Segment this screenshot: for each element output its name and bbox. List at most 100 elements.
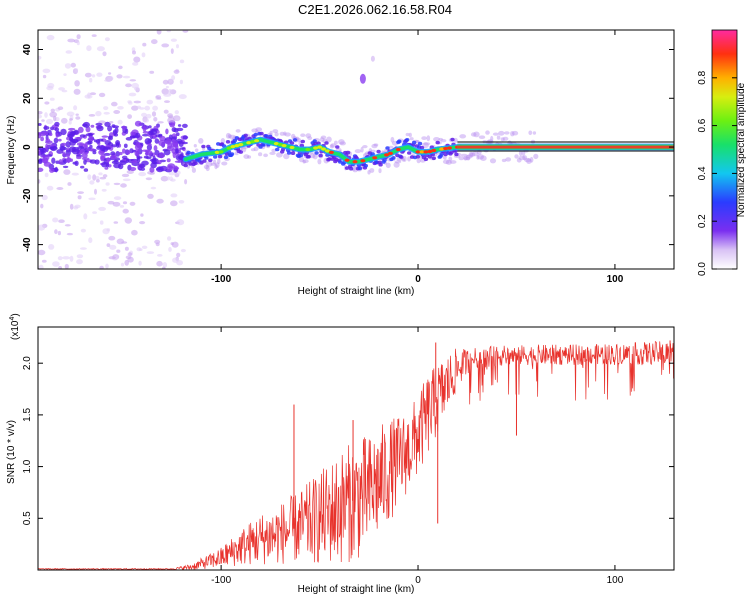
track-peak — [328, 150, 334, 154]
noise-speckle — [122, 201, 128, 205]
noise-speckle — [151, 159, 157, 164]
noise-speckle — [113, 110, 121, 114]
noise-speckle — [100, 154, 106, 161]
track-halo — [339, 141, 346, 146]
track-body — [204, 156, 209, 160]
noise-speckle — [155, 95, 162, 99]
colorbar-tick-label: 0.6 — [697, 118, 708, 132]
noise-speckle — [54, 166, 58, 173]
track-peak — [273, 142, 279, 146]
track-body — [376, 149, 381, 154]
noise-speckle — [94, 188, 97, 195]
track-halo — [440, 139, 447, 143]
noise-speckle — [153, 117, 158, 122]
track-peak — [324, 149, 330, 153]
track-body — [348, 166, 354, 171]
noise-speckle — [74, 160, 79, 166]
snr-y-tick-label: 1.0 — [22, 459, 33, 473]
noise-speckle — [54, 121, 60, 127]
snr-scale-label: (x104) — [9, 313, 21, 340]
noise-speckle — [74, 80, 80, 87]
noise-speckle — [116, 249, 121, 253]
noise-speckle — [167, 236, 172, 241]
noise-speckle — [169, 122, 176, 128]
noise-speckle — [47, 82, 55, 89]
colorbar-gradient — [711, 29, 738, 270]
noise-speckle — [147, 193, 154, 199]
noise-speckle — [71, 172, 79, 176]
track-halo — [518, 155, 526, 161]
track-halo — [253, 146, 259, 152]
noise-speckle — [64, 224, 71, 227]
spectrogram-frame — [37, 29, 675, 270]
track-peak — [344, 158, 350, 162]
track-halo — [433, 137, 440, 142]
track-body — [217, 154, 223, 159]
track-body — [202, 159, 207, 163]
noise-speckle — [146, 251, 155, 255]
noise-speckle — [156, 166, 164, 173]
spectrogram-x-label: Height of straight line (km) — [298, 286, 415, 297]
noise-speckle — [150, 129, 158, 135]
noise-speckle — [134, 120, 142, 127]
noise-speckle — [38, 158, 43, 163]
track-halo — [524, 157, 531, 163]
track-halo — [477, 154, 484, 160]
track-halo — [205, 165, 210, 172]
noise-speckle — [41, 194, 48, 201]
noise-speckle — [38, 167, 44, 172]
noise-speckle — [103, 152, 111, 156]
noise-speckle — [75, 113, 79, 116]
noise-speckle — [89, 92, 97, 96]
noise-speckle — [45, 154, 50, 160]
track-halo — [317, 158, 322, 165]
colorbar-tick-label: 0.8 — [697, 70, 708, 84]
snr-y-tick-label: 1.5 — [22, 408, 33, 422]
noise-speckle — [121, 173, 130, 178]
noise-speckle — [163, 109, 169, 114]
noise-speckle — [135, 132, 141, 139]
noise-speckle — [131, 229, 138, 236]
colorbar: 0.0 0.2 0.4 0.6 0.8 Normalized spectral ampl… — [697, 29, 747, 276]
noise-speckle — [108, 235, 116, 241]
track-halo — [486, 139, 492, 146]
noise-speckle — [95, 139, 101, 144]
noise-speckle — [139, 107, 145, 110]
track-halo — [227, 134, 232, 139]
track-halo — [448, 156, 453, 162]
track-halo — [312, 153, 318, 160]
track-peak — [447, 146, 452, 150]
noise-speckle — [163, 149, 171, 156]
noise-speckle — [168, 78, 173, 83]
noise-speckle — [173, 69, 180, 74]
track-body — [419, 145, 425, 150]
noise-speckle — [67, 182, 72, 186]
spec-x-tick-label: -100 — [211, 274, 231, 285]
track-halo — [263, 153, 268, 158]
svg-text:(x104): (x104) — [9, 313, 21, 340]
spec-y-tick-label: 40 — [22, 44, 33, 56]
noise-speckle — [99, 220, 104, 225]
noise-speckle — [122, 178, 131, 182]
noise-speckle — [73, 206, 79, 210]
noise-speckle — [122, 75, 131, 79]
noise-speckle — [44, 101, 50, 105]
noise-speckle — [130, 131, 134, 136]
track-halo — [468, 151, 474, 157]
spectrogram-y-ticks: -40 -20 0 20 40 — [22, 44, 674, 252]
noise-speckle — [103, 158, 107, 165]
spectrogram-track — [182, 136, 674, 165]
spectrogram-noise — [38, 30, 539, 269]
noise-speckle — [104, 37, 110, 42]
noise-speckle — [162, 79, 169, 85]
snr-scale-exponent: 4 — [9, 317, 16, 321]
noise-speckle — [87, 140, 93, 145]
noise-speckle — [98, 206, 106, 211]
noise-speckle — [44, 112, 48, 118]
noise-speckle — [176, 219, 185, 226]
track-peak — [352, 160, 358, 164]
noise-speckle — [154, 138, 160, 144]
track-halo — [369, 168, 375, 173]
noise-speckle — [106, 243, 111, 248]
spec-x-tick-label: 100 — [607, 274, 624, 285]
